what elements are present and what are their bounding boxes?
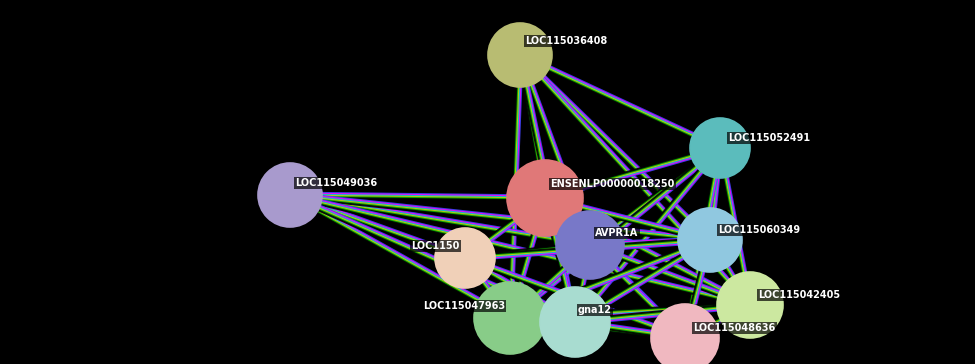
Text: LOC115036408: LOC115036408 (525, 36, 607, 46)
Circle shape (507, 160, 583, 236)
Circle shape (556, 211, 624, 279)
Circle shape (474, 282, 546, 354)
Text: LOC115048636: LOC115048636 (693, 323, 775, 333)
Circle shape (540, 287, 610, 357)
Circle shape (717, 272, 783, 338)
Text: LOC1150: LOC1150 (411, 241, 460, 251)
Text: LOC115060349: LOC115060349 (718, 225, 800, 235)
Text: LOC115049036: LOC115049036 (295, 178, 377, 188)
Circle shape (690, 118, 750, 178)
Circle shape (258, 163, 322, 227)
Circle shape (488, 23, 552, 87)
Text: ENSENLP00000018250: ENSENLP00000018250 (550, 179, 675, 189)
Text: LOC115047963: LOC115047963 (423, 301, 505, 311)
Circle shape (435, 228, 495, 288)
Text: LOC115042405: LOC115042405 (758, 290, 840, 300)
Circle shape (651, 304, 719, 364)
Text: AVPR1A: AVPR1A (595, 228, 639, 238)
Circle shape (678, 208, 742, 272)
Text: gna12: gna12 (578, 305, 612, 315)
Text: LOC115052491: LOC115052491 (728, 133, 810, 143)
